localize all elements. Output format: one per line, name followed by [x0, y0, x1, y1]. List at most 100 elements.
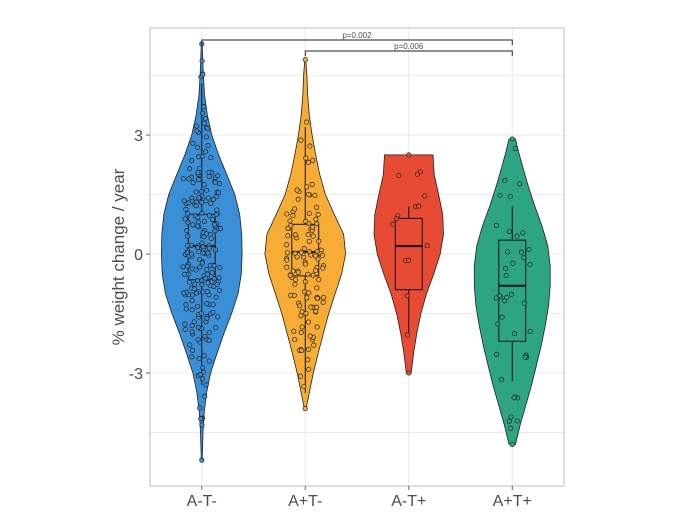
data-point [314, 324, 320, 330]
data-point [302, 406, 308, 412]
data-point [209, 270, 215, 276]
data-point [199, 457, 205, 463]
data-point [217, 226, 223, 232]
data-point [199, 210, 205, 216]
data-point [209, 216, 216, 223]
data-point [314, 221, 320, 227]
data-point [396, 172, 402, 179]
data-point [299, 324, 305, 330]
data-point [284, 211, 290, 217]
data-point [290, 268, 296, 274]
jitter-points [180, 41, 533, 463]
data-point [521, 300, 527, 306]
data-point [316, 238, 322, 244]
data-point [184, 228, 190, 234]
data-point [212, 179, 218, 186]
data-point [507, 193, 513, 200]
data-point [518, 249, 524, 255]
data-point [199, 260, 205, 266]
data-point [194, 123, 200, 129]
data-point [314, 249, 320, 255]
data-point [186, 279, 192, 285]
data-point [285, 233, 291, 239]
data-point [197, 165, 203, 171]
data-point [301, 246, 307, 252]
data-point [517, 181, 523, 187]
data-point [294, 187, 300, 193]
data-point [499, 314, 505, 320]
data-point [199, 199, 205, 205]
data-point [291, 328, 297, 334]
box-A-T+ [394, 217, 423, 291]
data-point [404, 332, 410, 338]
data-point [185, 219, 191, 225]
data-point [217, 265, 223, 271]
data-point [302, 279, 308, 285]
data-point [210, 301, 216, 307]
data-point [502, 178, 508, 184]
boxplots [187, 83, 527, 393]
data-point [206, 173, 212, 179]
data-point [217, 287, 223, 293]
data-point [206, 212, 212, 218]
data-point [306, 249, 312, 255]
data-point [199, 422, 205, 428]
data-point [284, 257, 290, 263]
data-point [212, 228, 218, 234]
data-point [215, 173, 221, 179]
data-point [199, 58, 205, 64]
data-point [314, 304, 320, 310]
data-point [298, 249, 304, 255]
data-point [319, 252, 326, 259]
data-point [290, 213, 296, 219]
data-point [194, 278, 201, 284]
data-point [320, 265, 326, 271]
data-point [189, 347, 196, 353]
data-point [197, 372, 204, 378]
data-point [503, 266, 509, 272]
data-point [309, 181, 315, 187]
data-point [312, 192, 318, 198]
data-point [208, 155, 214, 161]
data-point [292, 232, 298, 238]
significance-label: p=0.006 [394, 42, 424, 51]
data-point [182, 321, 188, 327]
data-point [493, 223, 499, 229]
data-point [184, 250, 190, 256]
data-point [287, 272, 293, 278]
data-point [193, 267, 199, 273]
data-point [201, 218, 207, 224]
data-point [310, 233, 316, 239]
data-point [183, 302, 189, 308]
data-point [522, 354, 528, 360]
data-point [527, 262, 533, 268]
data-point [183, 206, 189, 212]
data-point [187, 342, 193, 348]
data-point [185, 233, 191, 239]
data-point [305, 232, 311, 238]
data-point [416, 203, 422, 209]
data-point [305, 159, 311, 165]
data-point [198, 416, 204, 422]
data-point [509, 441, 515, 447]
data-point [202, 115, 208, 122]
data-point [204, 301, 210, 307]
x-tick-label: A+T- [288, 493, 322, 510]
data-point [215, 314, 221, 320]
data-point [506, 228, 512, 234]
y-axis-ticks: -3 0 3 [129, 128, 150, 383]
data-point [390, 221, 396, 227]
data-point [196, 356, 202, 362]
violin-A-T+ [373, 154, 444, 374]
data-point [284, 264, 290, 270]
data-point [301, 289, 308, 295]
data-point [511, 331, 517, 337]
data-point [205, 125, 211, 132]
data-point [189, 354, 195, 360]
data-point [189, 329, 195, 335]
data-point [190, 140, 196, 146]
data-point [497, 192, 503, 199]
data-point [306, 366, 312, 372]
data-point [216, 181, 222, 187]
data-point [305, 357, 311, 363]
